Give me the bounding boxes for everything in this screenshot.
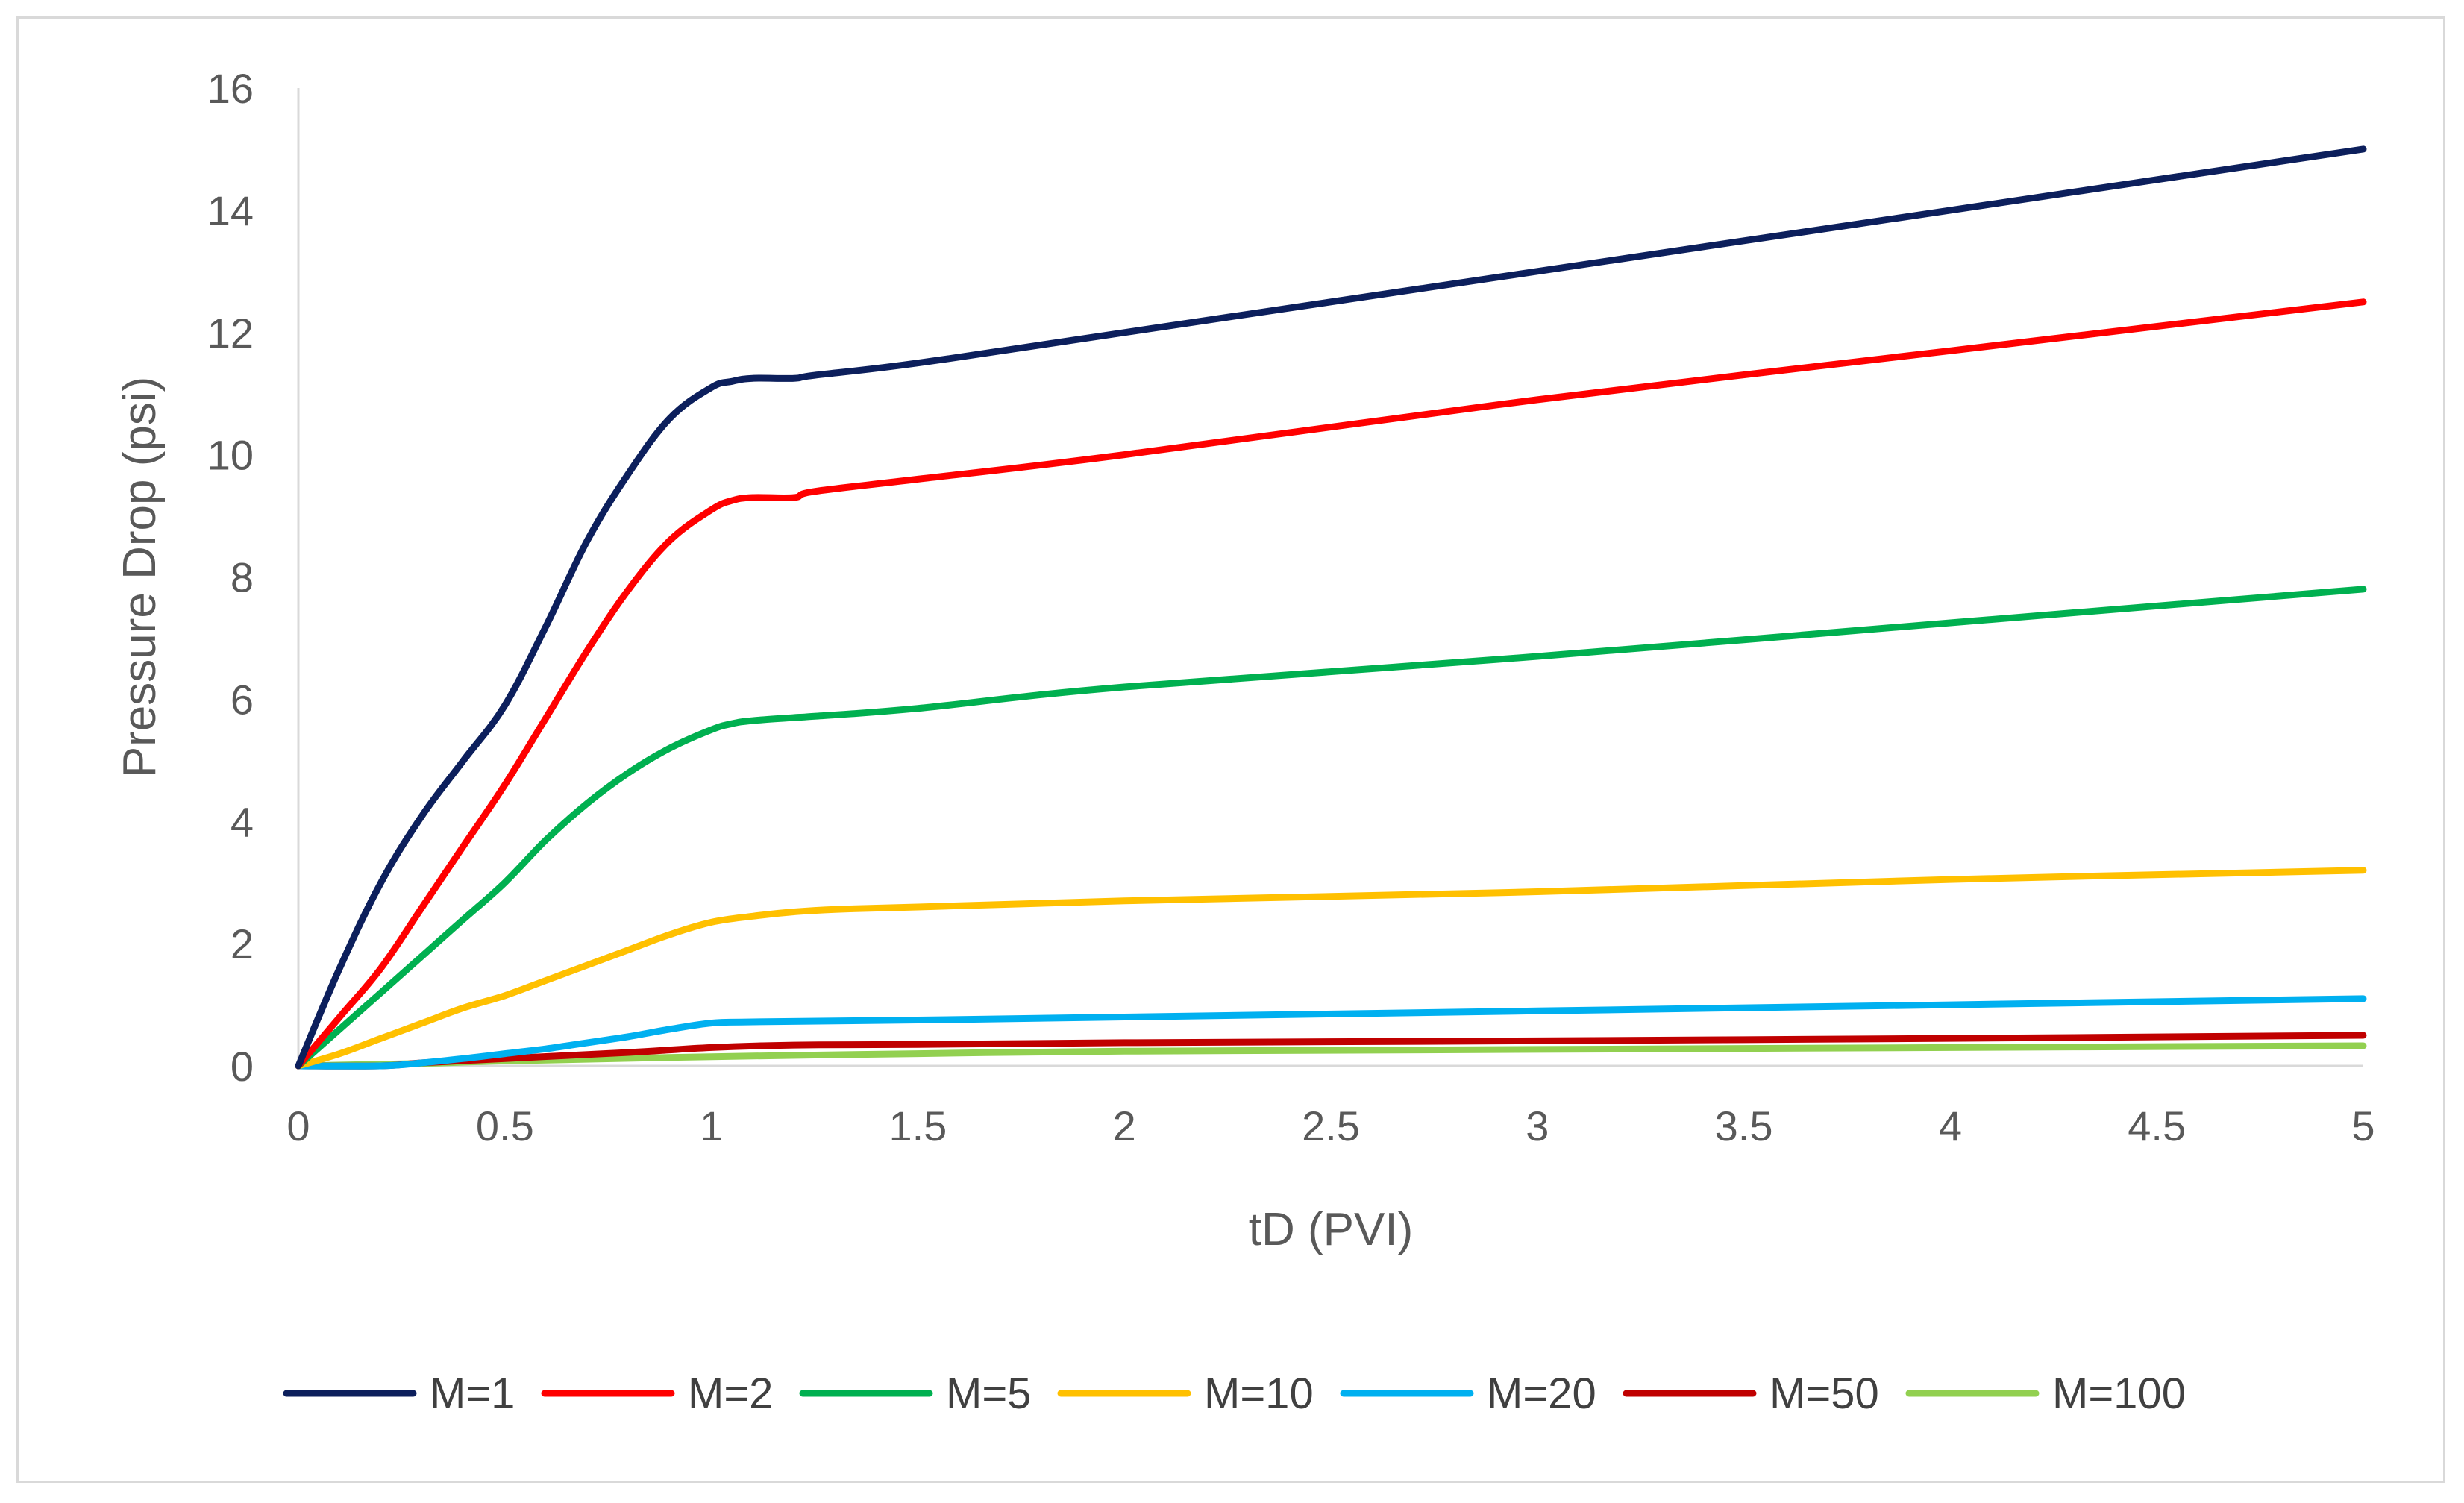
legend-label: M=1 bbox=[430, 1369, 515, 1418]
y-tick-label: 2 bbox=[231, 920, 254, 967]
y-tick-label: 6 bbox=[231, 676, 254, 723]
x-tick-label: 0.5 bbox=[476, 1102, 534, 1149]
legend-entry: M=100 bbox=[1905, 1369, 2186, 1418]
y-tick-label: 0 bbox=[231, 1043, 254, 1090]
x-tick-label: 2 bbox=[1113, 1102, 1136, 1149]
x-tick-label: 5 bbox=[2351, 1102, 2374, 1149]
series-line-m-10 bbox=[295, 867, 2367, 1070]
legend-label: M=10 bbox=[1204, 1369, 1314, 1418]
chart-frame bbox=[16, 16, 2445, 1483]
y-tick-label: 8 bbox=[231, 554, 254, 601]
y-tick-label: 16 bbox=[207, 65, 254, 112]
legend-label: M=2 bbox=[688, 1369, 773, 1418]
y-tick-label: 14 bbox=[207, 187, 254, 234]
legend-entry: M=10 bbox=[1057, 1369, 1314, 1418]
legend-label: M=20 bbox=[1487, 1369, 1596, 1418]
legend-label: M=100 bbox=[2052, 1369, 2186, 1418]
legend-label: M=5 bbox=[946, 1369, 1031, 1418]
legend-entry: M=5 bbox=[799, 1369, 1031, 1418]
x-tick-label: 4.5 bbox=[2128, 1102, 2186, 1149]
series-line-m-5 bbox=[295, 586, 2367, 1070]
x-tick-label: 1 bbox=[700, 1102, 723, 1149]
axes bbox=[297, 88, 2363, 1067]
legend-entry: M=50 bbox=[1623, 1369, 1879, 1418]
series-lines bbox=[295, 145, 2367, 1070]
legend-label: M=50 bbox=[1769, 1369, 1879, 1418]
legend-entry: M=2 bbox=[541, 1369, 773, 1418]
legend-entry: M=1 bbox=[283, 1369, 515, 1418]
x-tick-labels: 0 0.5 1 1.5 2 2.5 3 3.5 4 4.5 5 bbox=[286, 1102, 2374, 1149]
x-tick-label: 2.5 bbox=[1302, 1102, 1360, 1149]
legend: M=1 M=2 M=5 M=10 M=20 M=50 M=100 bbox=[283, 1369, 2186, 1418]
series-line-m-1 bbox=[295, 145, 2367, 1070]
series-line-m-20 bbox=[295, 995, 2367, 1070]
x-tick-label: 1.5 bbox=[888, 1102, 947, 1149]
y-tick-label: 12 bbox=[207, 310, 254, 357]
y-tick-label: 10 bbox=[207, 432, 254, 479]
legend-entry: M=20 bbox=[1340, 1369, 1596, 1418]
y-tick-label: 4 bbox=[231, 798, 254, 845]
x-tick-label: 0 bbox=[286, 1102, 310, 1149]
x-axis-title: tD (PVI) bbox=[1249, 1204, 1413, 1255]
x-tick-label: 4 bbox=[1939, 1102, 1962, 1149]
x-tick-label: 3 bbox=[1526, 1102, 1549, 1149]
y-tick-labels: 0 2 4 6 8 10 12 14 16 bbox=[207, 65, 254, 1090]
y-axis-title: Pressure Drop (psi) bbox=[114, 377, 166, 777]
series-line-m-2 bbox=[295, 298, 2367, 1070]
x-tick-label: 3.5 bbox=[1715, 1102, 1773, 1149]
